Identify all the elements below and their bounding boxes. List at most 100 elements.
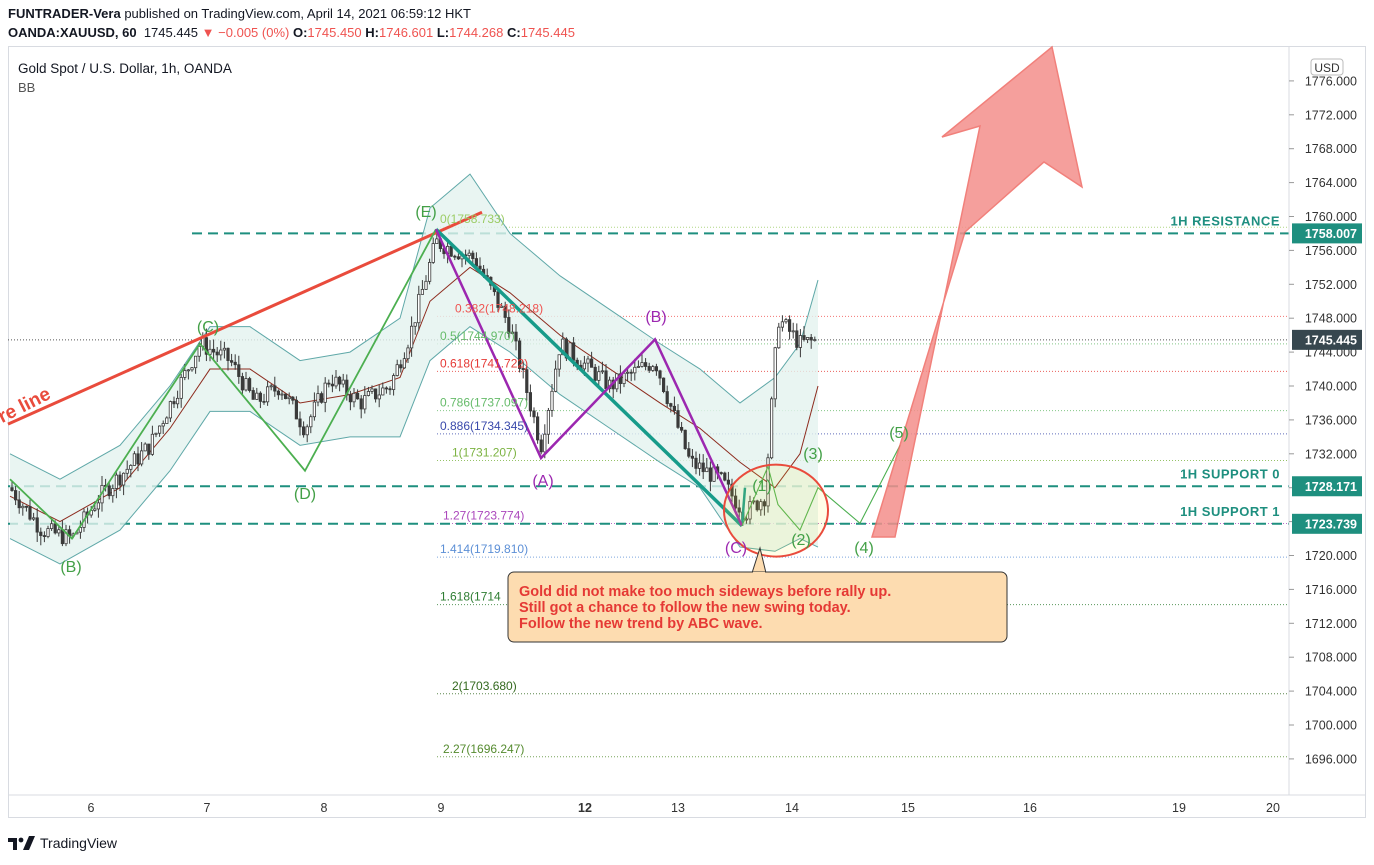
teal-hook xyxy=(740,487,747,526)
candle-body xyxy=(136,453,140,465)
candle-body xyxy=(417,293,421,324)
fib-level-label: 0.382(1748.218) xyxy=(455,301,543,315)
price-change: ▼ −0.005 (0%) xyxy=(201,25,290,40)
low-label: L: xyxy=(436,25,450,40)
purple-abc-wave xyxy=(434,228,744,527)
candle-body xyxy=(633,366,637,374)
candle-body xyxy=(373,388,378,400)
candle-body xyxy=(50,523,54,529)
price-tag xyxy=(1292,476,1362,497)
candle-body xyxy=(557,354,561,370)
candle-body xyxy=(737,507,741,513)
candle-body xyxy=(413,322,417,327)
candle-body xyxy=(32,517,36,520)
candle-body xyxy=(694,457,698,469)
candle-body xyxy=(759,501,763,511)
candle-body xyxy=(770,398,774,459)
candle-body xyxy=(780,321,785,328)
wave-label: (B) xyxy=(645,309,666,326)
candle-body xyxy=(536,416,540,441)
author-name[interactable]: FUNTRADER-Vera xyxy=(8,6,121,21)
candle-body xyxy=(330,383,335,387)
candle-body xyxy=(363,395,367,410)
candle-body xyxy=(662,377,666,392)
candle-body xyxy=(21,505,25,509)
x-tick-label: 19 xyxy=(1172,801,1186,815)
candle-body xyxy=(273,385,277,392)
y-tick-label: 1764.000 xyxy=(1305,176,1357,190)
candle-body xyxy=(211,348,216,353)
x-tick-label: 9 xyxy=(438,801,445,815)
x-tick-label: 15 xyxy=(901,801,915,815)
y-tick-label: 1716.000 xyxy=(1305,583,1357,597)
candle-body xyxy=(28,506,32,520)
price-tag xyxy=(1292,513,1362,534)
wave-label: (4) xyxy=(854,540,874,557)
price-tag-label: 1745.445 xyxy=(1305,333,1357,347)
candle-body xyxy=(222,347,226,351)
candle-body xyxy=(258,392,263,402)
candle-body xyxy=(309,416,313,428)
x-tick-label: 14 xyxy=(785,801,799,815)
candle-body xyxy=(802,335,806,340)
candle-body xyxy=(604,370,608,390)
candle-body xyxy=(93,508,97,511)
fib-level-label: 1(1731.207) xyxy=(452,446,517,460)
price-chart[interactable]: 0(1758.733) 0.382(1748.218) 0.5(1744.970) 0… xyxy=(0,0,1374,832)
tradingview-logo[interactable]: TradingView xyxy=(8,835,117,851)
candle-body xyxy=(788,319,792,332)
close-value: 1745.445 xyxy=(520,25,575,40)
wave-label: (E) xyxy=(415,204,436,221)
candle-body xyxy=(183,370,187,378)
candle-body xyxy=(568,342,572,359)
candle-body xyxy=(420,288,425,295)
green-wave-zigzag xyxy=(9,228,437,540)
trend-line xyxy=(7,210,483,426)
candle-body xyxy=(449,245,453,257)
x-tick-label: 8 xyxy=(321,801,328,815)
bb-upper xyxy=(9,173,819,480)
candle-body xyxy=(139,450,144,465)
candle-body xyxy=(341,379,345,385)
candle-body xyxy=(10,487,14,491)
candle-body xyxy=(687,448,691,457)
candle-body xyxy=(453,255,457,258)
candle-body xyxy=(680,426,684,431)
candle-body xyxy=(539,439,543,453)
candle-body xyxy=(150,433,154,455)
wave-label: (D) xyxy=(294,486,316,503)
fib-level-label: 2(1703.680) xyxy=(452,679,517,693)
symbol-label: OANDA:XAUUSD, 60 xyxy=(8,25,137,40)
fib-level-label: 1.27(1723.774) xyxy=(443,509,524,523)
candle-body xyxy=(337,376,342,385)
candle-body xyxy=(791,330,795,333)
levels-layer xyxy=(8,226,1289,758)
candle-body xyxy=(60,529,65,545)
candle-body xyxy=(359,398,363,410)
fib-level-label: 1.618(1714 xyxy=(440,590,501,604)
candle-body xyxy=(503,305,507,318)
candle-body xyxy=(294,399,299,420)
candle-body xyxy=(762,501,767,507)
candle-body xyxy=(147,443,151,455)
candle-body xyxy=(471,252,475,259)
candle-body xyxy=(247,378,252,391)
candle-body xyxy=(283,393,288,400)
price-tag-label: 1758.007 xyxy=(1305,227,1357,241)
candle-body xyxy=(298,418,302,428)
candle-body xyxy=(528,392,533,412)
candle-body xyxy=(550,390,554,411)
candle-body xyxy=(186,369,190,372)
drawings-layer xyxy=(7,45,1084,643)
candle-body xyxy=(478,265,482,270)
tradingview-brand: TradingView xyxy=(40,835,118,851)
y-tick-label: 1748.000 xyxy=(1305,312,1357,326)
x-tick-label: 13 xyxy=(671,801,685,815)
candle-body xyxy=(626,371,630,374)
candle-body xyxy=(561,338,565,356)
bb-basis xyxy=(9,266,819,523)
candle-body xyxy=(301,426,306,436)
candle-body xyxy=(24,505,29,508)
candle-body xyxy=(572,342,576,361)
candle-body xyxy=(510,331,515,334)
